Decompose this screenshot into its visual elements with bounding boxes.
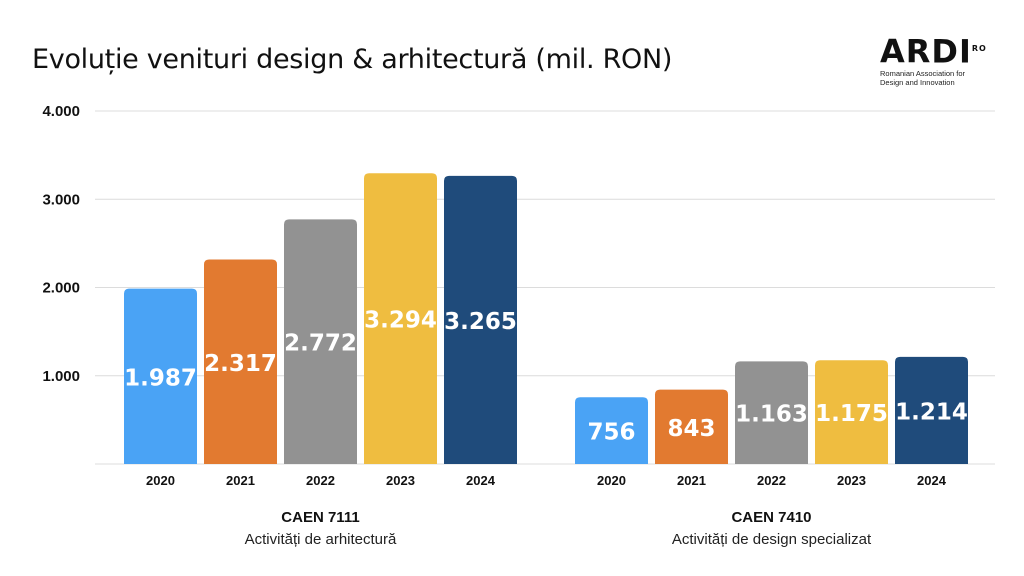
logo-mark: ARDIRO — [880, 32, 987, 71]
group-subtitle: Activități de arhitectură — [245, 531, 397, 548]
value-label: 3.265 — [444, 309, 517, 335]
x-tick-label: 2023 — [386, 473, 415, 488]
value-label: 2.317 — [204, 351, 277, 377]
ardi-logo: ARDIRO Romanian Association for Design an… — [880, 34, 1000, 87]
x-tick-label: 2021 — [226, 473, 255, 488]
bar-2021 — [204, 259, 277, 464]
value-label: 3.294 — [364, 308, 437, 334]
value-label: 2.772 — [284, 331, 357, 357]
logo-subtitle: Romanian Association for Design and Innov… — [880, 68, 966, 87]
bar-2020 — [575, 397, 648, 464]
y-tick-label: 1.000 — [42, 368, 80, 385]
y-tick-label: 4.000 — [42, 103, 80, 120]
x-tick-label: 2021 — [677, 473, 706, 488]
y-tick-label: 2.000 — [42, 280, 80, 297]
group-subtitle: Activități de design specializat — [672, 531, 872, 548]
x-tick-label: 2020 — [146, 473, 175, 488]
bar-2022 — [284, 219, 357, 464]
y-tick-label: 3.000 — [42, 191, 80, 208]
bar-2022 — [735, 361, 808, 464]
bar-2024 — [895, 356, 968, 464]
bar-2023 — [364, 173, 437, 464]
group-name: CAEN 7111 — [281, 509, 359, 526]
x-tick-label: 2022 — [306, 473, 335, 488]
x-tick-label: 2020 — [597, 473, 626, 488]
value-label: 1.987 — [124, 365, 197, 391]
value-label: 1.163 — [735, 402, 808, 428]
x-tick-label: 2022 — [757, 473, 786, 488]
x-tick-label: 2024 — [466, 473, 496, 488]
value-label: 1.175 — [815, 401, 888, 427]
bar-2020 — [124, 288, 197, 464]
chart-title: Evoluție venituri design & arhitectură (… — [32, 44, 673, 75]
value-label: 843 — [667, 416, 715, 442]
x-tick-label: 2023 — [837, 473, 866, 488]
bar-2021 — [655, 389, 728, 464]
value-label: 1.214 — [895, 399, 968, 425]
group-name: CAEN 7410 — [731, 509, 811, 526]
x-tick-label: 2024 — [917, 473, 947, 488]
bar-2024 — [444, 175, 517, 464]
value-label: 756 — [587, 420, 635, 446]
bar-2023 — [815, 360, 888, 464]
